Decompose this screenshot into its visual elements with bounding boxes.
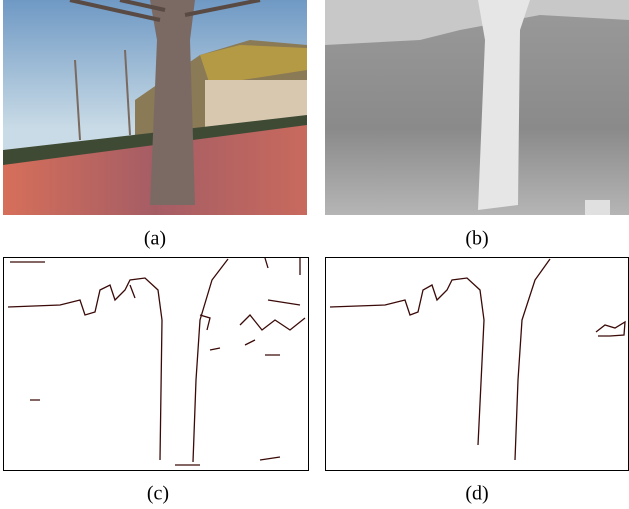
depth-panel: [325, 0, 629, 215]
edge-panel: [326, 258, 629, 471]
figure: (a) (b) (c) (d): [0, 0, 629, 509]
caption: (b): [465, 228, 488, 250]
photo-panel: [3, 0, 307, 215]
caption: (a): [144, 228, 166, 250]
edge-panel: [4, 258, 309, 471]
caption: (c): [147, 483, 169, 505]
caption: (d): [465, 483, 488, 505]
page: (a) (b) (c) (d) (() => { const data = JS…: [0, 0, 629, 509]
